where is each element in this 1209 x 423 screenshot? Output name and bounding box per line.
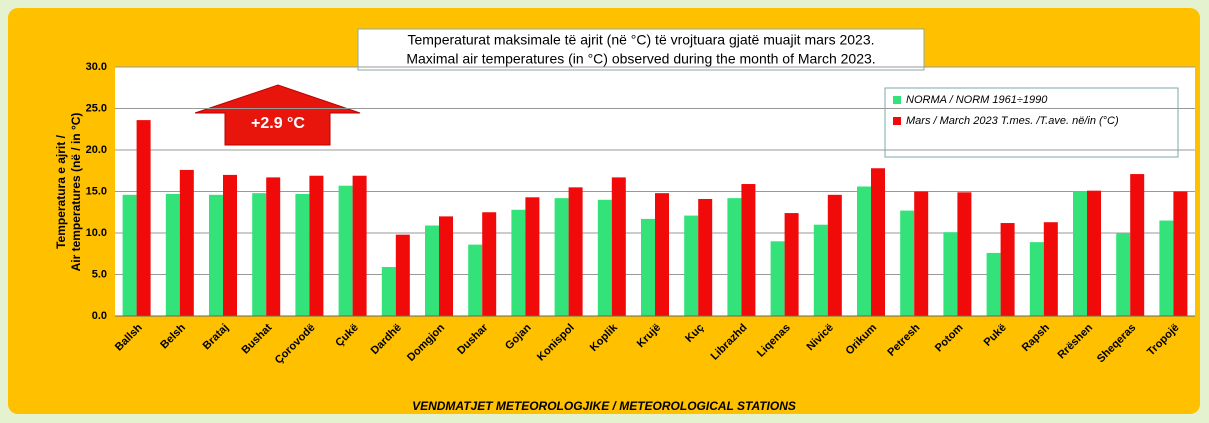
bar [122,194,137,316]
y-tick-label: 25.0 [86,102,107,114]
bar [1029,242,1044,316]
y-axis-title-line: Temperatura e ajrit / [54,134,68,248]
chart-title: Temperaturat maksimale të ajrit (në °C) … [407,32,874,48]
bar [252,193,267,316]
chart-subtitle: Maximal air temperatures (in °C) observe… [406,51,875,67]
bar [223,174,237,316]
bar [611,177,626,316]
bar [209,194,223,316]
bar [770,241,785,316]
legend-label: Mars / March 2023 T.mes. /T.ave. në/in (… [906,115,1119,127]
bar [295,193,310,316]
legend-label: NORMA / NORM 1961÷1990 [906,94,1048,106]
bar [352,175,367,316]
bar [871,168,885,316]
bar [900,210,915,316]
bar [727,198,742,316]
bar [381,267,396,316]
bar [511,209,526,316]
annotation: +2.9 °C [251,115,305,132]
bar [641,218,655,316]
y-tick-label: 30.0 [86,61,107,73]
bar [165,193,180,316]
annotation-arrow [194,84,361,146]
bar [439,216,453,316]
bar [957,192,972,316]
bar [338,185,353,316]
legend-swatch [893,117,901,125]
bar [568,187,583,316]
bar [468,244,483,316]
bar [698,198,713,316]
bar [395,234,410,316]
bar [597,199,612,316]
bar [1116,233,1131,316]
y-tick-label: 0.0 [92,310,107,322]
y-tick-label: 5.0 [92,268,107,280]
bar [554,198,569,316]
bar [813,224,828,316]
bar [425,225,439,316]
bar [1043,222,1058,316]
bar [943,232,958,316]
y-axis-title: Temperatura e ajrit / Air temperatures (… [54,113,83,272]
x-axis-title: VENDMATJET METEOROLOGJIKE / METEOROLOGIC… [412,399,796,413]
bar [684,215,699,316]
y-tick-label: 20.0 [86,144,107,156]
legend-swatch [893,96,901,104]
bar [1173,191,1188,316]
bar [179,169,194,316]
legend [884,87,1179,158]
bar [914,191,929,316]
bar [482,212,497,316]
bar [1159,220,1174,316]
y-tick-label: 15.0 [86,185,107,197]
bar [857,186,871,316]
bar [525,197,540,316]
bar [136,120,151,317]
bar [827,194,842,316]
bar [1000,223,1015,316]
bar [309,175,324,316]
bar [1087,190,1101,316]
bar [655,193,669,316]
bar [1073,191,1087,316]
bar [1130,174,1145,316]
y-axis-title-line: Air temperatures (në / in °C) [69,113,83,272]
y-tick-label: 10.0 [86,227,107,239]
bar [266,177,281,316]
title-box [357,28,925,71]
bar [784,213,799,316]
bar [741,184,756,316]
bar [986,252,1001,316]
